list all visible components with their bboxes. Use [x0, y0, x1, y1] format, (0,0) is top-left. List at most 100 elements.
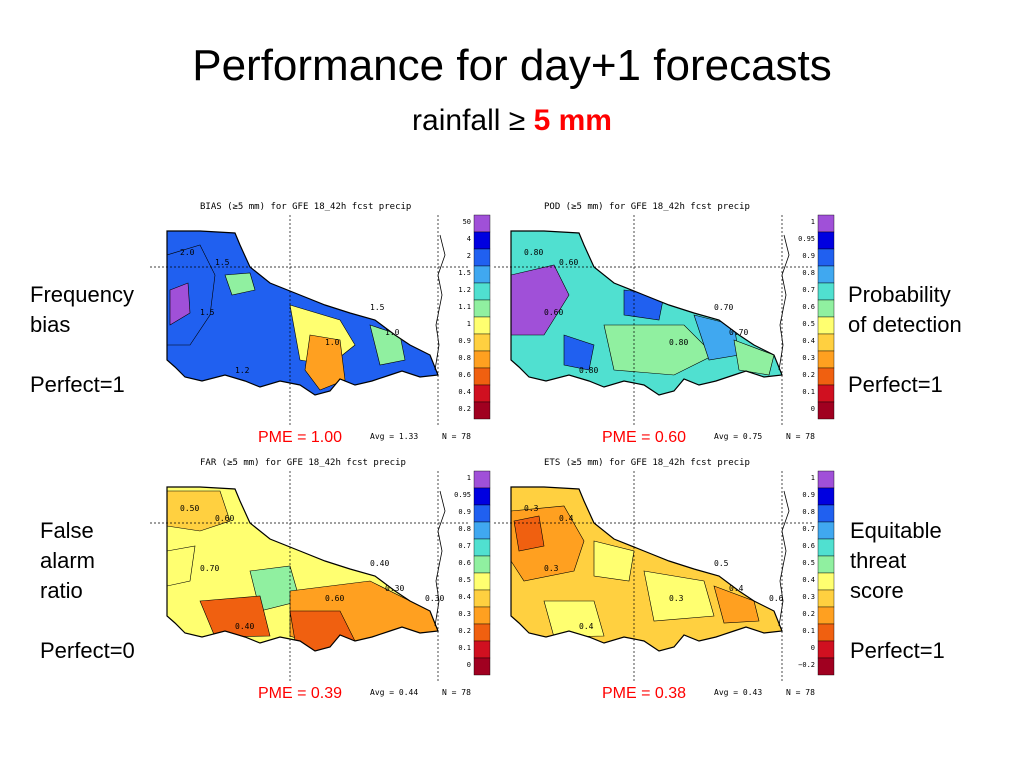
contour-region	[603, 324, 715, 376]
map-figure: FAR (≥5 mm) for GFE 18_42h fcst precip 0.…	[150, 458, 491, 697]
legend-tick: 0.6	[802, 303, 815, 311]
contour-label: 0.50	[180, 504, 199, 513]
legend-tick: 2	[467, 252, 471, 260]
legend-tick: 0.1	[802, 388, 815, 396]
contour-region	[304, 334, 346, 391]
legend-tick: 0.1	[802, 627, 815, 635]
legend-swatch	[473, 401, 491, 420]
legend-tick: 1	[467, 474, 471, 482]
legend-swatch	[817, 657, 835, 676]
n-value: N = 78	[786, 688, 815, 697]
legend-tick: 0.4	[458, 593, 471, 601]
map-title: BIAS (≥5 mm) for GFE 18_42h fcst precip	[200, 202, 411, 212]
contour-region	[643, 570, 715, 622]
contour-label: 1.5	[215, 258, 230, 267]
contour-label: 0.80	[524, 248, 543, 257]
legend-swatch	[817, 316, 835, 335]
coastline	[510, 486, 783, 652]
legend-tick: 0.7	[458, 542, 471, 550]
map-title: ETS (≥5 mm) for GFE 18_42h fcst precip	[544, 458, 750, 468]
legend-tick: 0.2	[458, 627, 471, 635]
coastline	[510, 230, 783, 396]
legend-tick: 0.6	[458, 371, 471, 379]
legend-tick: 1.2	[458, 286, 471, 294]
legend-tick: 0.7	[802, 286, 815, 294]
legend-swatch	[817, 248, 835, 267]
contour-label: 0.40	[235, 622, 254, 631]
legend-tick: 0.3	[802, 593, 815, 601]
legend-tick: 0.5	[802, 320, 815, 328]
legend-swatch	[817, 384, 835, 403]
contour-label: 0.4	[579, 622, 594, 631]
legend-tick: 1.5	[458, 269, 471, 277]
legend-tick: 0.95	[798, 235, 815, 243]
contour-label: 1.0	[385, 328, 400, 337]
state-border	[434, 234, 446, 371]
legend-tick: 0.5	[458, 576, 471, 584]
contour-region	[563, 334, 595, 371]
contour-label: 0.60	[215, 514, 234, 523]
n-value: N = 78	[442, 432, 471, 441]
legend-tick: 0.7	[802, 525, 815, 533]
legend-tick: 0.4	[802, 337, 815, 345]
n-value: N = 78	[786, 432, 815, 441]
map-area	[166, 486, 446, 652]
perfect-value: Perfect=1	[850, 638, 945, 663]
legend-tick: 0.6	[802, 542, 815, 550]
slide-title: Performance for day+1 forecasts	[192, 41, 832, 90]
legend-swatch	[817, 299, 835, 318]
contour-label: 0.3	[669, 594, 684, 603]
contour-label: 0.30	[385, 584, 404, 593]
contour-label: 0.60	[544, 308, 563, 317]
coastline	[166, 230, 439, 396]
legend-tick: 0	[811, 644, 815, 652]
coastline	[166, 486, 439, 652]
legend-tick: 0.6	[458, 559, 471, 567]
legend-tick: 0.4	[802, 576, 815, 584]
contour-label: 0.40	[370, 559, 389, 568]
contour-region	[593, 540, 635, 582]
contour-region	[543, 600, 605, 638]
perfect-value: Perfect=0	[40, 638, 135, 663]
legend-tick: 0.9	[802, 491, 815, 499]
legend-tick: 0.2	[458, 405, 471, 413]
contour-label: 0.80	[579, 366, 598, 375]
legend-swatch	[473, 657, 491, 676]
map-figure: ETS (≥5 mm) for GFE 18_42h fcst precip 0.…	[494, 458, 835, 697]
contour-label: 1.5	[200, 308, 215, 317]
legend-swatch	[817, 282, 835, 301]
contour-label: 1.0	[325, 338, 340, 347]
contour-regions	[511, 505, 760, 638]
legend-tick: 0.9	[802, 252, 815, 260]
contour-region	[713, 585, 760, 624]
legend-tick: 0.9	[458, 337, 471, 345]
n-value: N = 78	[442, 688, 471, 697]
state-border	[778, 490, 790, 627]
contour-label: 0.30	[425, 594, 444, 603]
contour-label: 0.6	[769, 594, 784, 603]
legend-tick: −0.2	[798, 661, 815, 669]
avg-value: Avg = 0.43	[714, 688, 762, 697]
subtitle-prefix: rainfall ≥	[412, 104, 534, 137]
contour-label: 2.0	[180, 248, 195, 257]
side-label-ets: Equitable threat score Perfect=1	[850, 516, 945, 666]
legend-swatch	[817, 214, 835, 233]
legend-tick: 0.3	[802, 354, 815, 362]
avg-value: Avg = 0.44	[370, 688, 418, 697]
contour-label: 1.5	[370, 303, 385, 312]
legend-swatch	[817, 538, 835, 557]
contour-label: 0.3	[524, 504, 539, 513]
contour-region	[169, 282, 191, 326]
contour-label: 0.60	[325, 594, 344, 603]
legend-swatch	[817, 470, 835, 489]
legend-tick: 0.8	[802, 269, 815, 277]
legend-tick: 0.4	[458, 388, 471, 396]
pme-bias: PME = 1.00	[258, 429, 343, 446]
legend-swatch	[817, 265, 835, 284]
contour-label: 0.70	[729, 328, 748, 337]
side-label-text: Equitable threat score	[850, 518, 942, 603]
subtitle-threshold: 5 mm	[533, 104, 612, 137]
contour-region	[167, 545, 196, 587]
legend-tick: 1	[467, 320, 471, 328]
legend-tick: 1.1	[458, 303, 471, 311]
